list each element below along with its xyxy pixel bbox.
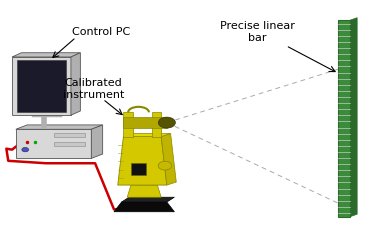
Polygon shape [71, 53, 80, 115]
Polygon shape [152, 112, 161, 137]
Polygon shape [338, 20, 350, 217]
Circle shape [22, 147, 29, 152]
Polygon shape [124, 117, 167, 128]
Polygon shape [131, 163, 146, 175]
Polygon shape [53, 133, 85, 137]
Text: Control PC: Control PC [72, 27, 130, 37]
Polygon shape [16, 129, 91, 158]
Text: Calibrated
instrument: Calibrated instrument [63, 79, 124, 100]
Polygon shape [17, 60, 66, 112]
Polygon shape [127, 185, 161, 197]
Polygon shape [53, 142, 85, 146]
Text: Precise linear
bar: Precise linear bar [220, 21, 295, 43]
Polygon shape [12, 53, 80, 57]
Polygon shape [350, 18, 357, 217]
Polygon shape [114, 202, 174, 212]
Polygon shape [16, 125, 103, 129]
Polygon shape [122, 197, 174, 202]
Polygon shape [124, 133, 171, 137]
Circle shape [158, 117, 175, 128]
Circle shape [158, 161, 172, 170]
Polygon shape [124, 112, 133, 137]
Polygon shape [91, 125, 103, 158]
Polygon shape [12, 57, 71, 115]
Polygon shape [161, 133, 176, 185]
Polygon shape [118, 137, 167, 185]
